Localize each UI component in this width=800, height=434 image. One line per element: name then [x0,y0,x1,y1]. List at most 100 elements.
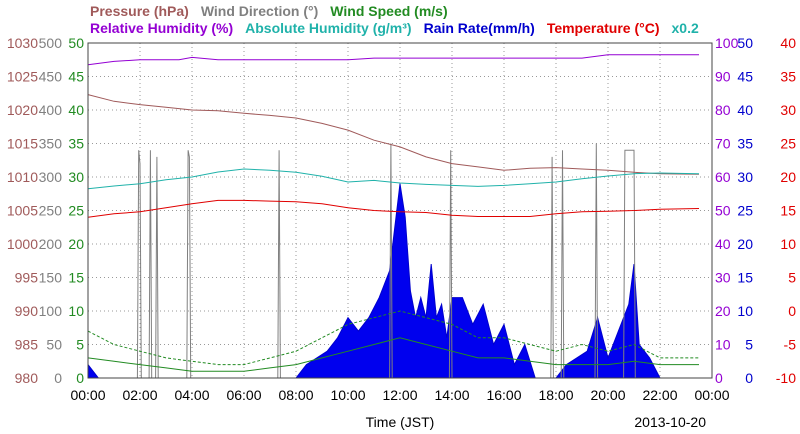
wind_speed-tick-label: 10 [68,303,84,319]
left-axes: 9809859909951000100510101015102010251030… [7,35,84,386]
humidity-tick-label: 30 [715,270,731,286]
wind_speed-tick-label: 45 [68,69,84,85]
wind_dir-tick-label: 200 [39,236,63,252]
rain-tick-label: 5 [745,337,753,353]
temperature-tick-label: 20 [780,169,796,185]
pressure-tick-label: 1025 [7,69,38,85]
x-tick-label: 18:00 [538,387,573,403]
temperature-tick-label: 25 [780,136,796,152]
wind_dir-tick-label: 50 [46,337,62,353]
right-axes: 0102030405060708090100051015202530354045… [715,35,796,386]
rain-tick-label: 25 [737,203,753,219]
humidity-tick-label: 100 [715,35,739,51]
pressure-tick-label: 1005 [7,203,38,219]
x-tick-label: 08:00 [278,387,313,403]
pressure-tick-label: 1020 [7,102,38,118]
pressure-tick-label: 1015 [7,136,38,152]
temperature-tick-label: -10 [776,370,796,386]
wind_speed-tick-label: 20 [68,236,84,252]
temperature-tick-label: 30 [780,102,796,118]
wind_speed-tick-label: 5 [76,337,84,353]
temperature-tick-label: 10 [780,236,796,252]
wind_speed-tick-label: 30 [68,169,84,185]
series-wind_speed_gust [87,310,699,366]
humidity-tick-label: 10 [715,337,731,353]
temperature-tick-label: 40 [780,35,796,51]
pressure-tick-label: 1010 [7,169,38,185]
wind_speed-tick-label: 25 [68,203,84,219]
legend-abs_humidity: Absolute Humidity (g/m³) [245,20,411,36]
chart-date: 2013-10-20 [634,414,706,430]
pressure-tick-label: 980 [15,370,39,386]
rain-tick-label: 20 [737,236,753,252]
rain-tick-label: 40 [737,102,753,118]
pressure-tick-label: 995 [15,270,39,286]
x-tick-label: 16:00 [486,387,521,403]
pressure-tick-label: 1030 [7,35,38,51]
wind_dir-tick-label: 150 [39,270,63,286]
wind_dir-tick-label: 500 [39,35,63,51]
wind_dir-tick-label: 250 [39,203,63,219]
x-tick-label: 14:00 [434,387,469,403]
legend-temperature: Temperature (°C) [547,20,660,36]
wind_speed-tick-label: 0 [76,370,84,386]
series-rain [87,183,699,379]
rain-tick-label: 0 [745,370,753,386]
temperature-tick-label: 15 [780,203,796,219]
x-tick-label: 00:00 [694,387,729,403]
wind_speed-tick-label: 35 [68,136,84,152]
humidity-tick-label: 0 [715,370,723,386]
plot-area [87,42,713,379]
plot-frame [87,42,713,379]
wind_speed-tick-label: 40 [68,102,84,118]
rain-tick-label: 15 [737,270,753,286]
humidity-tick-label: 80 [715,102,731,118]
rain-tick-label: 35 [737,136,753,152]
x-tick-label: 12:00 [382,387,417,403]
wind_dir-tick-label: 0 [54,370,62,386]
wind_speed-tick-label: 50 [68,35,84,51]
series-humidity [87,54,699,66]
pressure-tick-label: 1000 [7,236,38,252]
series-abs_humidity [87,168,700,190]
humidity-tick-label: 40 [715,236,731,252]
series-pressure [87,94,700,175]
x-tick-label: 06:00 [226,387,261,403]
x-tick-label: 10:00 [330,387,365,403]
wind_dir-tick-label: 300 [39,169,63,185]
legend-wind_speed: Wind Speed (m/s) [330,3,447,19]
x-tick-label: 20:00 [590,387,625,403]
rain-tick-label: 50 [737,35,753,51]
legend-humidity: Relative Humidity (%) [90,20,233,36]
series-temperature [87,199,700,218]
humidity-tick-label: 50 [715,203,731,219]
humidity-tick-label: 70 [715,136,731,152]
humidity-tick-label: 90 [715,69,731,85]
wind_speed-tick-label: 15 [68,270,84,286]
temperature-tick-label: 5 [788,270,796,286]
wind_dir-tick-label: 100 [39,303,63,319]
legend-rain: Rain Rate(mm/h) [424,20,535,36]
x-tick-label: 00:00 [70,387,105,403]
series-wind_speed [87,337,699,372]
rain-tick-label: 30 [737,169,753,185]
wind_dir-tick-label: 400 [39,102,63,118]
legend-pressure: Pressure (hPa) [90,3,189,19]
legend: Pressure (hPa) Wind Direction (°) Wind Spe… [90,3,699,36]
x-axis-label: Time (JST) [366,414,435,430]
wind_dir-tick-label: 350 [39,136,63,152]
humidity-tick-label: 60 [715,169,731,185]
pressure-tick-label: 985 [15,337,39,353]
humidity-tick-label: 20 [715,303,731,319]
rain-tick-label: 10 [737,303,753,319]
x-tick-label: 04:00 [174,387,209,403]
x-tick-label: 22:00 [642,387,677,403]
pressure-tick-label: 990 [15,303,39,319]
legend-wind_dir: Wind Direction (°) [201,3,318,19]
legend-multiplier: x0.2 [672,20,699,36]
wind_dir-tick-label: 450 [39,69,63,85]
x-axis: 00:00 02:00 04:00 06:00 08:00 10:00 12:00 14:00… [70,387,729,430]
x-tick-label: 02:00 [122,387,157,403]
temperature-tick-label: -5 [784,337,797,353]
